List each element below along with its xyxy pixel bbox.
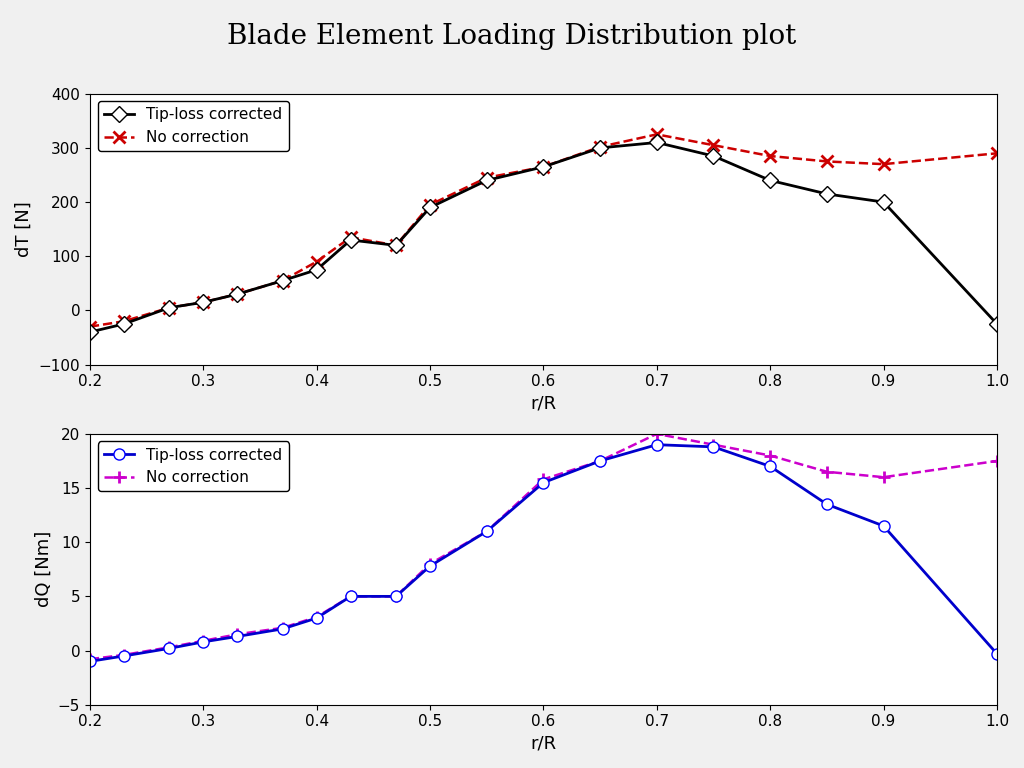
Tip-loss corrected bbox=[424, 561, 436, 571]
Tip-loss corrected bbox=[276, 624, 289, 634]
X-axis label: r/R: r/R bbox=[530, 395, 556, 413]
No correction bbox=[276, 623, 289, 632]
Tip-loss corrected bbox=[650, 440, 663, 449]
No correction bbox=[231, 290, 244, 299]
No correction bbox=[276, 276, 289, 285]
Tip-loss corrected bbox=[878, 197, 890, 207]
No correction bbox=[198, 298, 210, 307]
Tip-loss corrected bbox=[118, 651, 130, 660]
No correction bbox=[390, 241, 402, 250]
No correction bbox=[231, 630, 244, 639]
No correction bbox=[878, 160, 890, 169]
No correction bbox=[878, 472, 890, 482]
No correction bbox=[764, 451, 776, 460]
No correction bbox=[650, 429, 663, 439]
Tip-loss corrected bbox=[163, 644, 175, 653]
No correction bbox=[118, 316, 130, 326]
No correction bbox=[764, 151, 776, 161]
Tip-loss corrected bbox=[390, 241, 402, 250]
No correction bbox=[163, 643, 175, 652]
No correction bbox=[991, 456, 1004, 465]
Line: No correction: No correction bbox=[84, 128, 1004, 333]
Tip-loss corrected bbox=[650, 138, 663, 147]
Line: No correction: No correction bbox=[84, 428, 1004, 665]
Line: Tip-loss corrected: Tip-loss corrected bbox=[84, 137, 1002, 338]
No correction bbox=[310, 612, 323, 621]
Tip-loss corrected bbox=[163, 303, 175, 313]
No correction bbox=[344, 233, 356, 242]
No correction bbox=[163, 303, 175, 313]
No correction bbox=[991, 149, 1004, 158]
No correction bbox=[708, 141, 720, 150]
Tip-loss corrected bbox=[198, 637, 210, 647]
Tip-loss corrected bbox=[390, 592, 402, 601]
Tip-loss corrected bbox=[231, 290, 244, 299]
No correction bbox=[480, 173, 493, 182]
No correction bbox=[594, 142, 606, 151]
Tip-loss corrected bbox=[84, 327, 96, 336]
No correction bbox=[390, 592, 402, 601]
No correction bbox=[310, 257, 323, 266]
Legend: Tip-loss corrected, No correction: Tip-loss corrected, No correction bbox=[97, 101, 289, 151]
Tip-loss corrected bbox=[764, 176, 776, 185]
Tip-loss corrected bbox=[198, 298, 210, 307]
Tip-loss corrected bbox=[84, 657, 96, 666]
Tip-loss corrected bbox=[310, 265, 323, 274]
Tip-loss corrected bbox=[480, 527, 493, 536]
No correction bbox=[344, 592, 356, 601]
Tip-loss corrected bbox=[820, 500, 833, 509]
Tip-loss corrected bbox=[764, 462, 776, 471]
No correction bbox=[480, 527, 493, 536]
Tip-loss corrected bbox=[708, 151, 720, 161]
No correction bbox=[538, 162, 550, 171]
No correction bbox=[424, 200, 436, 210]
X-axis label: r/R: r/R bbox=[530, 735, 556, 753]
Y-axis label: dQ [Nm]: dQ [Nm] bbox=[34, 531, 52, 607]
Tip-loss corrected bbox=[538, 478, 550, 487]
Tip-loss corrected bbox=[231, 632, 244, 641]
Tip-loss corrected bbox=[276, 276, 289, 285]
No correction bbox=[198, 636, 210, 645]
Tip-loss corrected bbox=[344, 235, 356, 244]
Tip-loss corrected bbox=[344, 592, 356, 601]
Tip-loss corrected bbox=[594, 456, 606, 465]
Tip-loss corrected bbox=[480, 176, 493, 185]
Tip-loss corrected bbox=[118, 319, 130, 329]
Y-axis label: dT [N]: dT [N] bbox=[15, 201, 33, 257]
No correction bbox=[84, 654, 96, 664]
Tip-loss corrected bbox=[708, 442, 720, 452]
Tip-loss corrected bbox=[594, 144, 606, 153]
Tip-loss corrected bbox=[820, 190, 833, 199]
No correction bbox=[84, 322, 96, 331]
Tip-loss corrected bbox=[424, 203, 436, 212]
No correction bbox=[538, 475, 550, 484]
No correction bbox=[708, 440, 720, 449]
Tip-loss corrected bbox=[310, 614, 323, 623]
No correction bbox=[594, 456, 606, 465]
Tip-loss corrected bbox=[878, 521, 890, 531]
Tip-loss corrected bbox=[991, 319, 1004, 329]
Tip-loss corrected bbox=[538, 162, 550, 171]
Line: Tip-loss corrected: Tip-loss corrected bbox=[84, 439, 1002, 667]
Legend: Tip-loss corrected, No correction: Tip-loss corrected, No correction bbox=[97, 442, 289, 492]
No correction bbox=[820, 157, 833, 166]
No correction bbox=[820, 467, 833, 476]
No correction bbox=[424, 559, 436, 568]
No correction bbox=[650, 130, 663, 139]
No correction bbox=[118, 650, 130, 660]
Tip-loss corrected bbox=[991, 649, 1004, 658]
Text: Blade Element Loading Distribution plot: Blade Element Loading Distribution plot bbox=[227, 23, 797, 50]
